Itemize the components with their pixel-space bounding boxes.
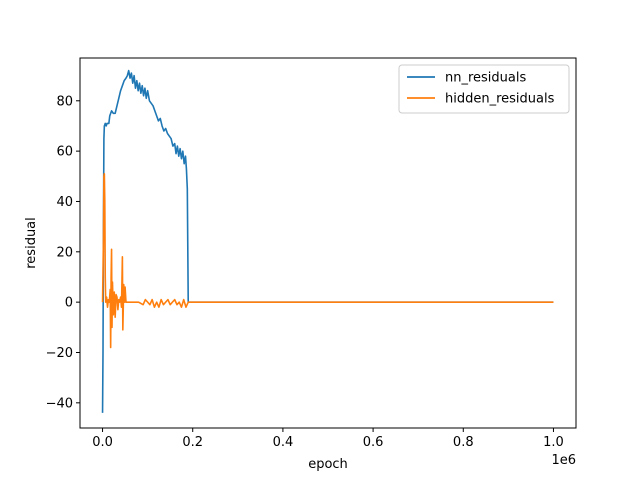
series-line-nn-residuals — [101, 69, 554, 413]
plot-frame — [79, 57, 577, 429]
legend-entry: hidden_residuals — [445, 92, 555, 107]
y-axis: −40 −20 0 20 40 60 80 — [46, 94, 80, 411]
y-tick-label: 60 — [56, 145, 73, 160]
x-tick-label: 0.8 — [453, 435, 474, 450]
y-tick-label: −40 — [46, 396, 73, 411]
x-tick-label: 1.0 — [543, 435, 564, 450]
legend: nn_residuals hidden_residuals — [398, 64, 570, 114]
series-line-hidden-residuals — [101, 172, 554, 349]
y-tick-label: 20 — [56, 245, 73, 260]
x-axis: 0.0 0.2 0.4 0.6 0.8 1.0 — [92, 428, 564, 450]
y-tick-label: 40 — [56, 195, 73, 210]
x-tick-label: 0.2 — [182, 435, 203, 450]
y-tick-label: −20 — [46, 346, 73, 361]
legend-entry: nn_residuals — [445, 71, 526, 86]
y-tick-label: 0 — [65, 296, 73, 311]
x-tick-label: 0.6 — [363, 435, 384, 450]
legend-box — [398, 64, 570, 114]
x-tick-label: 0.0 — [92, 435, 113, 450]
y-tick-label: 80 — [56, 94, 73, 109]
y-axis-label: residual — [24, 217, 39, 269]
x-axis-label: epoch — [308, 457, 348, 472]
x-tick-label: 0.4 — [273, 435, 294, 450]
plot-lines — [101, 69, 554, 413]
x-offset-text: 1e6 — [551, 453, 576, 468]
